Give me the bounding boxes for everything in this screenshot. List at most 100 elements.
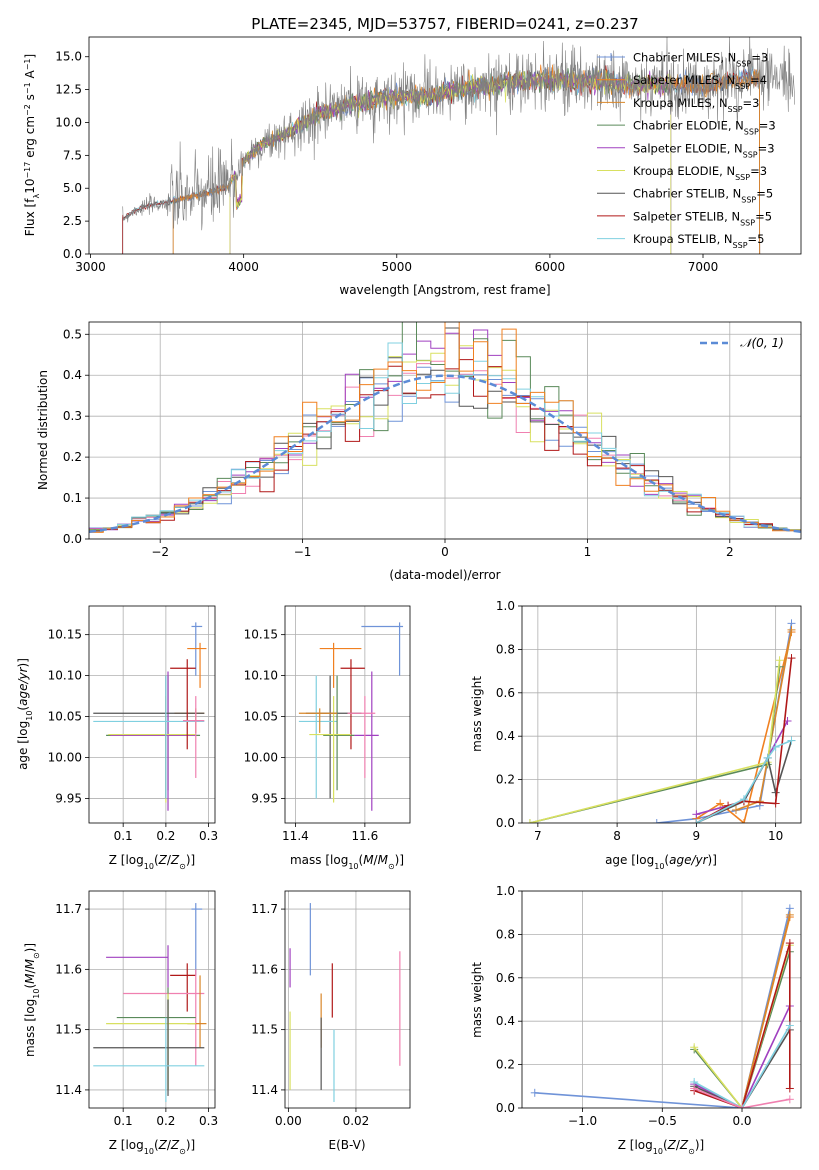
weight-line (741, 914, 791, 1108)
weight-line (693, 1005, 791, 1108)
y-tick-label: 0.1 (63, 491, 82, 505)
x-tick-label: 3000 (75, 260, 106, 274)
weight-line (693, 1087, 790, 1108)
legend-label: Salpeter MILES, NSSP=4 (633, 73, 767, 91)
x-tick-label: 0.3 (199, 829, 218, 843)
y-tick-label: 11.7 (251, 902, 278, 916)
y-tick-label: 0.2 (496, 1058, 515, 1072)
y-tick-label: 0.6 (496, 971, 515, 985)
x-tick-label: 0.02 (343, 1114, 370, 1128)
y-tick-label: 11.5 (55, 1023, 82, 1037)
y-axis-label: mass [log10(M/M⊙)] (23, 943, 41, 1057)
legend: Chabrier MILES, NSSP=3 Salpeter MILES, NS… (597, 51, 776, 250)
x-tick-label: 4000 (228, 260, 259, 274)
y-tick-label: 0.8 (496, 927, 515, 941)
y-tick-label: 9.95 (55, 791, 82, 805)
x-tick-label: 8 (613, 829, 621, 843)
weight-line (693, 951, 791, 1108)
observed-spectrum-line (122, 37, 795, 231)
y-axis-label: Flux [fλ10−17 erg cm−2 s−1 A−1] (23, 54, 41, 236)
x-tick-label: 0.3 (199, 1114, 218, 1128)
x-axis-label: age [log10(age/yr)] (605, 853, 717, 871)
x-tick-label: 6000 (535, 260, 566, 274)
legend-label: Chabrier STELIB, NSSP=5 (633, 187, 773, 205)
y-tick-label: 10.05 (244, 710, 278, 724)
x-axis-label: (data-model)/error (389, 568, 500, 582)
y-tick-label: 15.0 (55, 50, 82, 64)
y-tick-label: 10.10 (48, 669, 82, 683)
x-tick-label: 7000 (688, 260, 719, 274)
x-tick-label: 2 (726, 545, 734, 559)
y-tick-label: 12.5 (55, 83, 82, 97)
weight-line (735, 629, 793, 811)
weight_vs_Z-plot-area (522, 891, 801, 1108)
y-tick-label: 0.6 (496, 686, 515, 700)
legend-label: Kroupa MILES, NSSP=3 (633, 96, 759, 114)
x-tick-label: 9 (693, 829, 701, 843)
age_vs_mass-plot-area (285, 606, 410, 823)
y-axis-label: mass weight (470, 962, 484, 1038)
y-tick-label: 0.0 (496, 1101, 515, 1115)
y-tick-label: 11.4 (55, 1083, 82, 1097)
x-tick-label: −2 (151, 545, 169, 559)
y-tick-label: 0.4 (496, 729, 515, 743)
y-tick-label: 0.3 (63, 409, 82, 423)
weight_vs_age-plot-area (522, 606, 801, 823)
x-axis-label: wavelength [Angstrom, rest frame] (339, 283, 550, 297)
weight-line (693, 942, 791, 1108)
y-tick-label: 0.0 (63, 247, 82, 261)
y-tick-label: 11.7 (55, 902, 82, 916)
x-tick-label: 7 (534, 829, 542, 843)
weight_vs_age-frame (521, 605, 802, 824)
x-tick-label: 11.6 (352, 829, 379, 843)
y-tick-label: 7.5 (63, 148, 82, 162)
x-tick-label: 11.4 (282, 829, 309, 843)
y-tick-label: 10.00 (244, 750, 278, 764)
y-tick-label: 0.4 (496, 1014, 515, 1028)
x-tick-label: −0.5 (648, 1114, 677, 1128)
residual-histogram (89, 342, 801, 533)
y-tick-label: 10.15 (48, 628, 82, 642)
age_vs_Z-frame (88, 605, 216, 824)
weight-line (693, 1029, 791, 1108)
y-tick-label: 0.8 (496, 642, 515, 656)
x-tick-label: 0.2 (156, 1114, 175, 1128)
mass_vs_Z-plot-area (89, 891, 215, 1108)
residuals-plot-area (89, 322, 801, 539)
legend-label: Kroupa ELODIE, NSSP=3 (633, 164, 767, 182)
y-tick-label: 10.10 (244, 669, 278, 683)
spectrum-plot-area (122, 37, 795, 254)
x-tick-label: 10 (768, 829, 783, 843)
y-tick-label: 9.95 (251, 791, 278, 805)
mass_vs_ebv-frame (284, 890, 411, 1109)
x-tick-label: 1 (584, 545, 592, 559)
legend-label: 𝒩(0, 1) (740, 336, 784, 350)
x-axis-label: mass [log10(M/M⊙)] (290, 853, 404, 871)
y-axis-label: Normed distribution (36, 370, 50, 490)
y-tick-label: 5.0 (63, 181, 82, 195)
y-tick-label: 0.5 (63, 327, 82, 341)
legend-label: Kroupa STELIB, NSSP=5 (633, 232, 764, 250)
x-tick-label: 0 (441, 545, 449, 559)
y-tick-label: 0.0 (63, 532, 82, 546)
y-tick-label: 11.5 (251, 1023, 278, 1037)
x-tick-label: 0.00 (275, 1114, 302, 1128)
y-tick-label: 2.5 (63, 214, 82, 228)
x-axis-label: Z [log10(Z/Z⊙)] (109, 853, 195, 871)
y-tick-label: 10.15 (244, 628, 278, 642)
x-axis-label: E(B-V) (328, 1138, 365, 1152)
age_vs_Z-plot-area (89, 606, 215, 823)
y-tick-label: 10.05 (48, 710, 82, 724)
y-tick-label: 11.6 (55, 962, 82, 976)
legend: 𝒩(0, 1) (700, 336, 784, 350)
x-tick-label: 0.2 (156, 829, 175, 843)
y-tick-label: 0.2 (63, 450, 82, 464)
x-axis-label: Z [log10(Z/Z⊙)] (109, 1138, 195, 1156)
mass_vs_ebv-plot-area (285, 891, 410, 1108)
weight-line (529, 660, 781, 823)
weight-line (693, 1025, 791, 1108)
y-axis-label: mass weight (470, 676, 484, 752)
residuals-frame (88, 321, 802, 540)
legend-label: Chabrier ELODIE, NSSP=3 (633, 119, 776, 137)
y-tick-label: 10.00 (48, 750, 82, 764)
